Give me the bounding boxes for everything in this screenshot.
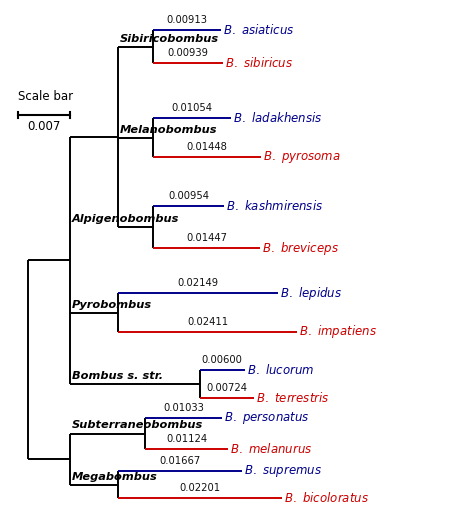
Text: 0.02149: 0.02149 — [177, 278, 219, 288]
Text: Scale bar: Scale bar — [18, 90, 73, 103]
Text: $\it{B.}$ $\it{asiaticus}$: $\it{B.}$ $\it{asiaticus}$ — [223, 23, 294, 37]
Text: $\it{B.}$ $\it{personatus}$: $\it{B.}$ $\it{personatus}$ — [224, 410, 310, 426]
Text: 0.00913: 0.00913 — [166, 15, 208, 25]
Text: Alpigenobombus: Alpigenobombus — [72, 214, 179, 224]
Text: $\it{B.}$ $\it{pyrosoma}$: $\it{B.}$ $\it{pyrosoma}$ — [263, 149, 340, 165]
Text: 0.00939: 0.00939 — [167, 48, 209, 58]
Text: $\it{B.}$ $\it{kashmirensis}$: $\it{B.}$ $\it{kashmirensis}$ — [226, 199, 323, 213]
Text: 0.01448: 0.01448 — [186, 142, 227, 152]
Text: Sibiricobombus: Sibiricobombus — [120, 34, 219, 43]
Text: 0.01033: 0.01033 — [163, 403, 204, 413]
Text: $\it{B.}$ $\it{sibiricus}$: $\it{B.}$ $\it{sibiricus}$ — [225, 56, 293, 70]
Text: $\it{B.}$ $\it{melanurus}$: $\it{B.}$ $\it{melanurus}$ — [230, 442, 313, 456]
Text: 0.01054: 0.01054 — [172, 103, 213, 113]
Text: 0.01667: 0.01667 — [159, 456, 201, 466]
Text: $\it{B.}$ $\it{bicoloratus}$: $\it{B.}$ $\it{bicoloratus}$ — [283, 491, 368, 505]
Text: 0.00954: 0.00954 — [168, 191, 209, 201]
Text: $\it{B.}$ $\it{lucorum}$: $\it{B.}$ $\it{lucorum}$ — [246, 363, 314, 377]
Text: $\it{B.}$ $\it{ladakhensis}$: $\it{B.}$ $\it{ladakhensis}$ — [233, 111, 323, 125]
Text: Pyrobombus: Pyrobombus — [72, 299, 152, 309]
Text: Megabombus: Megabombus — [72, 471, 158, 482]
Text: $\it{B.}$ $\it{terrestris}$: $\it{B.}$ $\it{terrestris}$ — [256, 391, 329, 405]
Text: 0.007: 0.007 — [27, 120, 61, 133]
Text: Bombus s. str.: Bombus s. str. — [72, 371, 163, 381]
Text: 0.01124: 0.01124 — [166, 434, 207, 444]
Text: 0.01447: 0.01447 — [186, 233, 227, 243]
Text: 0.00600: 0.00600 — [202, 355, 243, 365]
Text: $\it{B.}$ $\it{supremus}$: $\it{B.}$ $\it{supremus}$ — [244, 463, 322, 479]
Text: $\it{B.}$ $\it{breviceps}$: $\it{B.}$ $\it{breviceps}$ — [263, 240, 339, 257]
Text: 0.02411: 0.02411 — [187, 317, 228, 327]
Text: $\it{B.}$ $\it{lepidus}$: $\it{B.}$ $\it{lepidus}$ — [280, 285, 342, 301]
Text: 0.00724: 0.00724 — [206, 383, 247, 393]
Text: $\it{B.}$ $\it{impatiens}$: $\it{B.}$ $\it{impatiens}$ — [299, 324, 377, 341]
Text: Subterraneobombus: Subterraneobombus — [72, 420, 203, 431]
Text: Melanobombus: Melanobombus — [120, 125, 218, 134]
Text: 0.02201: 0.02201 — [179, 483, 220, 493]
